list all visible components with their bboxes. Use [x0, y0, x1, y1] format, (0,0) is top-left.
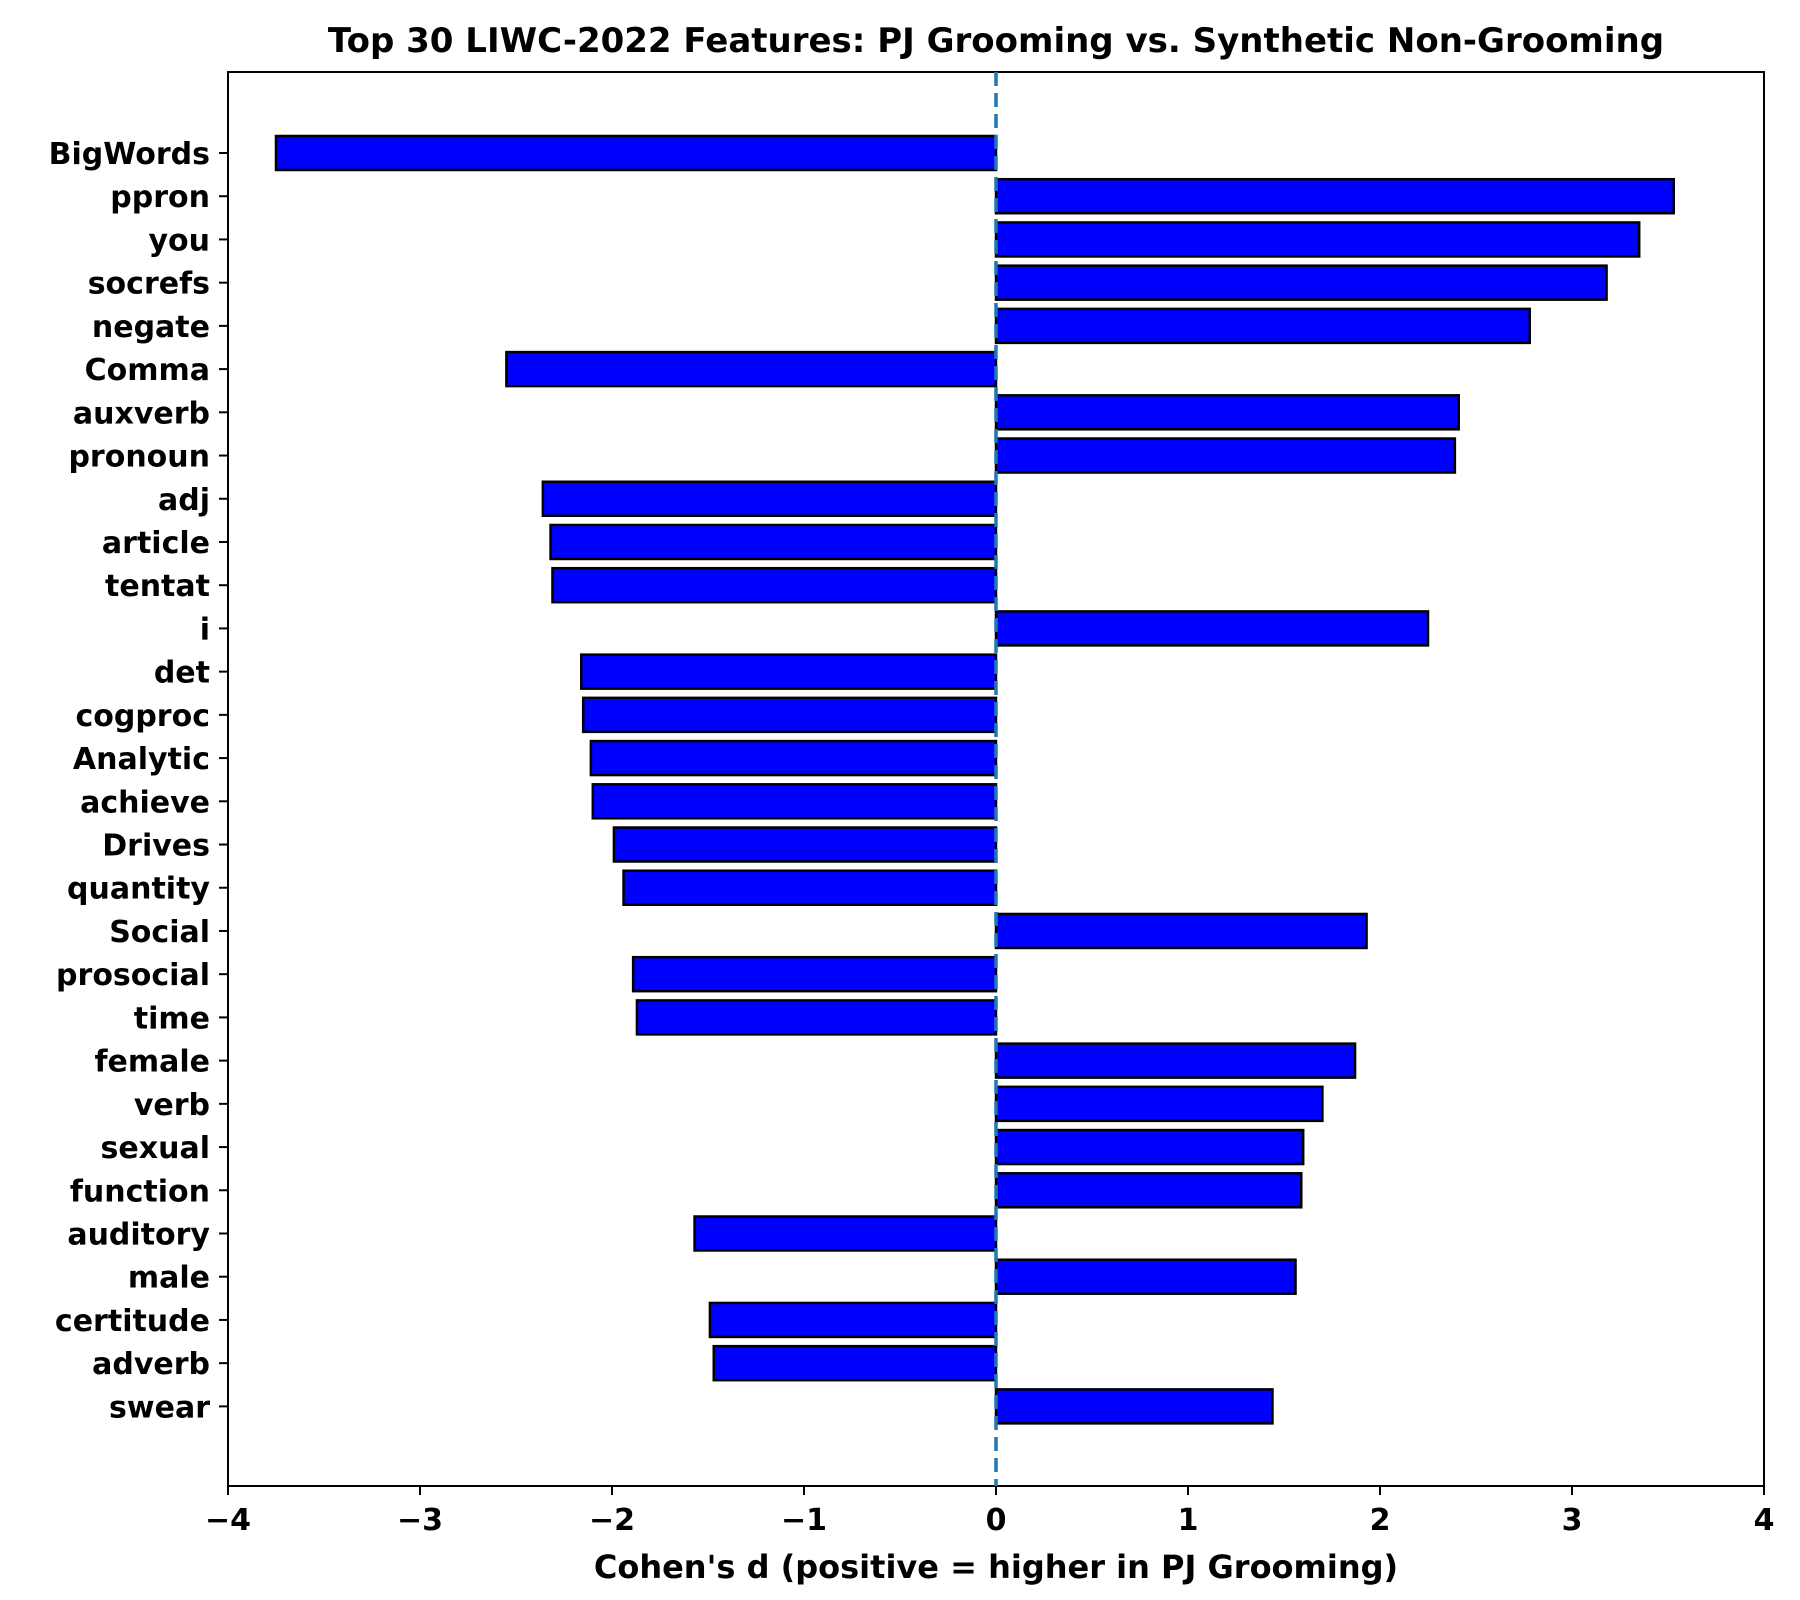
y-tick-label: time: [134, 1001, 210, 1036]
y-tick-label: Comma: [85, 353, 210, 388]
bar-auditory: [693, 1215, 998, 1252]
bar-achieve: [591, 783, 998, 820]
bar-Social: [994, 912, 1368, 950]
bar-pronoun: [994, 437, 1457, 474]
bar-det: [580, 653, 998, 690]
bar-you: [994, 221, 1641, 258]
bar-verb: [994, 1085, 1324, 1123]
x-axis-label: Cohen's d (positive = higher in PJ Groom…: [594, 1548, 1398, 1586]
bar-quantity: [622, 869, 998, 906]
y-tick-label: verb: [134, 1088, 210, 1123]
y-tick-label: female: [94, 1045, 210, 1080]
bar-Analytic: [589, 739, 998, 777]
y-tick-label: quantity: [67, 872, 210, 907]
y-tick-label: sexual: [101, 1131, 210, 1166]
y-tick-label: adverb: [92, 1347, 210, 1382]
bar-swear: [994, 1388, 1274, 1425]
bar-function: [994, 1172, 1303, 1209]
y-tick-label: adj: [158, 483, 210, 518]
x-tick-label: −4: [205, 1503, 251, 1538]
bar-time: [635, 999, 998, 1036]
bar-cogproc: [581, 696, 998, 734]
y-tick-label: certitude: [55, 1304, 210, 1339]
x-tick-label: 4: [1754, 1503, 1775, 1538]
x-tick-label: 1: [1178, 1503, 1199, 1538]
bar-prosocial: [631, 955, 998, 993]
y-tick-label: Analytic: [73, 742, 210, 777]
bars-group: [274, 134, 1676, 1425]
y-tick-label: swear: [109, 1390, 210, 1425]
bar-male: [994, 1258, 1297, 1295]
x-tick-label: 2: [1370, 1503, 1391, 1538]
x-ticks: −4 −3 −2 −1 0 1 2 3 4: [205, 1486, 1774, 1538]
y-tick-label: male: [128, 1261, 210, 1296]
bar-adverb: [712, 1344, 998, 1382]
y-tick-label: achieve: [80, 785, 210, 820]
bar-sexual: [994, 1128, 1305, 1166]
bar-certitude: [708, 1301, 998, 1339]
chart-title: Top 30 LIWC-2022 Features: PJ Grooming v…: [328, 21, 1664, 61]
x-tick-label: 3: [1562, 1503, 1583, 1538]
y-tick-label: prosocial: [56, 958, 210, 993]
bar-article: [549, 523, 998, 561]
bar-Drives: [612, 826, 998, 863]
y-tick-label: negate: [92, 310, 210, 345]
y-tick-label: ppron: [110, 180, 210, 215]
y-tick-labels: BigWords ppron you socrefs negate Comma auxver…: [49, 137, 228, 1425]
bar-ppron: [994, 177, 1676, 215]
y-tick-label: function: [70, 1174, 210, 1209]
bar-adj: [541, 480, 998, 518]
y-tick-label: cogproc: [75, 699, 210, 734]
y-tick-label: BigWords: [49, 137, 210, 172]
y-tick-label: tentat: [105, 569, 210, 604]
y-tick-label: Drives: [102, 829, 210, 864]
x-tick-label: −2: [589, 1503, 635, 1538]
x-tick-label: −1: [781, 1503, 827, 1538]
bar-BigWords: [274, 134, 998, 172]
bar-socrefs: [994, 264, 1608, 301]
bar-tentat: [551, 566, 998, 604]
bar-auxverb: [994, 394, 1460, 431]
y-tick-label: you: [148, 223, 210, 258]
bar-i: [994, 610, 1430, 647]
y-tick-label: auditory: [67, 1218, 210, 1253]
x-tick-label: −3: [397, 1503, 443, 1538]
y-tick-label: det: [154, 656, 210, 691]
bar-negate: [994, 307, 1532, 345]
y-tick-label: socrefs: [88, 267, 210, 302]
y-tick-label: Social: [109, 915, 210, 950]
bar-female: [994, 1042, 1357, 1079]
y-tick-label: auxverb: [73, 396, 210, 431]
x-tick-label: 0: [986, 1503, 1007, 1538]
y-tick-label: pronoun: [68, 440, 210, 475]
y-tick-label: i: [200, 612, 210, 647]
bar-Comma: [505, 350, 998, 388]
y-tick-label: article: [102, 526, 210, 561]
